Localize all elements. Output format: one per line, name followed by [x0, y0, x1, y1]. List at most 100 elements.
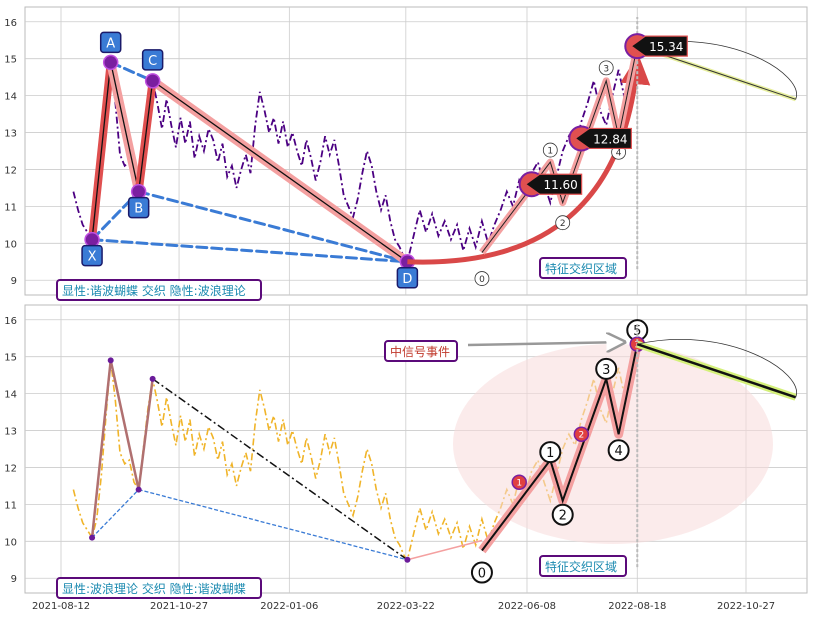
bottom-pattern-point-X [89, 534, 96, 541]
top-zone-label-box [539, 257, 627, 279]
pattern-leg-CD-line [151, 80, 409, 263]
pattern-label-box-B [127, 196, 150, 219]
price-callout-label: 11.60 [543, 178, 577, 192]
top-panel-layer: X A B C D 0 1 2 3 4 11.60 12.84 15.34 显性:谐波蝴蝶 交织 隐性:波… [56, 17, 797, 301]
pattern-label-box-A [99, 31, 122, 54]
pattern-label-box-X [81, 244, 103, 267]
pattern-point-X [84, 231, 100, 248]
bottom-event-label-box [384, 340, 458, 362]
top-wave-marker-1 [542, 142, 558, 158]
bottom-ytick-label: 10 [4, 537, 17, 548]
pattern-label-B: B [134, 202, 143, 217]
price-callout-label: 15.34 [649, 40, 683, 54]
pattern-label-box-C [141, 49, 164, 71]
bottom-ytick-label: 12 [4, 463, 17, 474]
pattern-label-A: A [106, 36, 115, 51]
bottom-zone-label: 特征交织区域 [545, 559, 617, 574]
bottom-pattern-leg-CD [152, 378, 408, 561]
bottom-wave-label-2: 2 [559, 509, 567, 524]
bottom-event-label: 中信号事件 [390, 344, 450, 359]
bottom-ytick-label: 15 [4, 353, 17, 364]
bottom-ytick-label: 11 [4, 500, 17, 511]
pattern-bd-dashed [137, 190, 409, 264]
top-ytick-label: 12 [4, 165, 17, 176]
xtick-label: 2022-10-27 [717, 601, 775, 612]
bottom-wave-label-3: 3 [602, 363, 610, 378]
price-callout-box [574, 127, 632, 150]
top-wave-marker-3 [598, 60, 614, 76]
bottom-ytick-label: 13 [4, 427, 17, 438]
xtick-label: 2022-01-06 [260, 601, 318, 612]
xtick-label: 2022-06-08 [498, 601, 556, 612]
pattern-point-B [130, 183, 147, 200]
pattern-leg-BC-line [138, 80, 154, 193]
xtick-label: 2021-10-27 [150, 601, 208, 612]
bottom-red-marker-label-1: 1 [516, 479, 522, 489]
bottom-pattern-leg-XA [90, 360, 112, 538]
bottom-pattern-point-B [135, 486, 142, 493]
top-wave-marker-2 [555, 215, 571, 231]
top-wave-label-4: 4 [616, 149, 622, 159]
pattern-xd-dashed [90, 238, 409, 264]
top-wave-label-2: 2 [560, 219, 566, 229]
bottom-wave-label-4: 4 [614, 444, 622, 459]
bottom-red-marker-2 [573, 426, 590, 442]
bottom-red-marker-1 [511, 474, 527, 490]
pattern-label-box-D [396, 267, 419, 289]
top-ytick-label: 15 [4, 55, 17, 66]
pattern-point-C [144, 73, 161, 89]
bottom-ytick-label: 14 [4, 390, 17, 401]
price-callout-box [524, 173, 583, 195]
top-wave-label-1: 1 [547, 147, 553, 157]
price-callout-box [630, 35, 688, 57]
bottom-wave-label-0: 0 [478, 567, 486, 582]
bottom-red-marker-label-2: 2 [578, 431, 584, 441]
axes-layer: 9101112131415169101112131415162021-08-12… [4, 18, 775, 612]
bottom-wave-marker-4 [607, 439, 630, 462]
bottom-ytick-label: 16 [4, 316, 17, 327]
bottom-pattern-leg-BC [137, 378, 154, 490]
bottom-pattern-leg-AB [109, 360, 140, 490]
bottom-ytick-label: 9 [11, 574, 17, 585]
top-wave-label-0: 0 [479, 275, 485, 285]
bottom-pattern-dash-BD [138, 488, 408, 561]
bottom-zone-label-box [539, 555, 627, 577]
bottom-projection-line [636, 342, 797, 399]
pattern-leg-XA-line [91, 61, 112, 241]
top-ytick-label: 13 [4, 129, 17, 140]
bottom-d-to-wave [407, 539, 483, 561]
top-ytick-label: 14 [4, 92, 17, 103]
pattern-label-D: D [402, 272, 412, 287]
bottom-wave-marker-0 [470, 561, 493, 584]
top-zone-label: 特征交织区域 [545, 261, 617, 276]
bottom-wave-marker-3 [595, 357, 618, 380]
bottom-caption: 显性:波浪理论 交织 隐性:谐波蝴蝶 [62, 581, 246, 596]
xtick-label: 2022-03-22 [377, 601, 435, 612]
bottom-caption-box [56, 577, 262, 599]
bottom-wave-marker-2 [551, 503, 574, 526]
bottom-pattern-dash-XB [91, 489, 140, 539]
xtick-label: 2022-08-18 [608, 601, 666, 612]
price-callout-label: 12.84 [593, 132, 627, 146]
top-wave-label-3: 3 [603, 64, 609, 74]
top-ytick-label: 10 [4, 239, 17, 250]
top-wave-marker-0 [474, 271, 490, 286]
xtick-label: 2021-08-12 [32, 601, 90, 612]
bottom-projection-arc [637, 339, 797, 398]
pattern-label-C: C [148, 54, 157, 69]
bottom-wave-marker-1 [539, 441, 562, 464]
top-caption: 显性:谐波蝴蝶 交织 隐性:波浪理论 [62, 283, 246, 298]
bottom-pattern-point-A [107, 357, 114, 364]
top-ytick-label: 9 [11, 276, 17, 287]
bottom-pattern-point-D [404, 556, 411, 563]
pattern-label-X: X [88, 250, 97, 265]
pattern-point-A [102, 54, 119, 71]
top-trend-arrow [407, 54, 651, 265]
bottom-wave-label-1: 1 [546, 446, 554, 461]
pattern-leg-AB-line [110, 61, 140, 193]
top-caption-box [56, 279, 262, 301]
top-ytick-label: 11 [4, 202, 17, 213]
